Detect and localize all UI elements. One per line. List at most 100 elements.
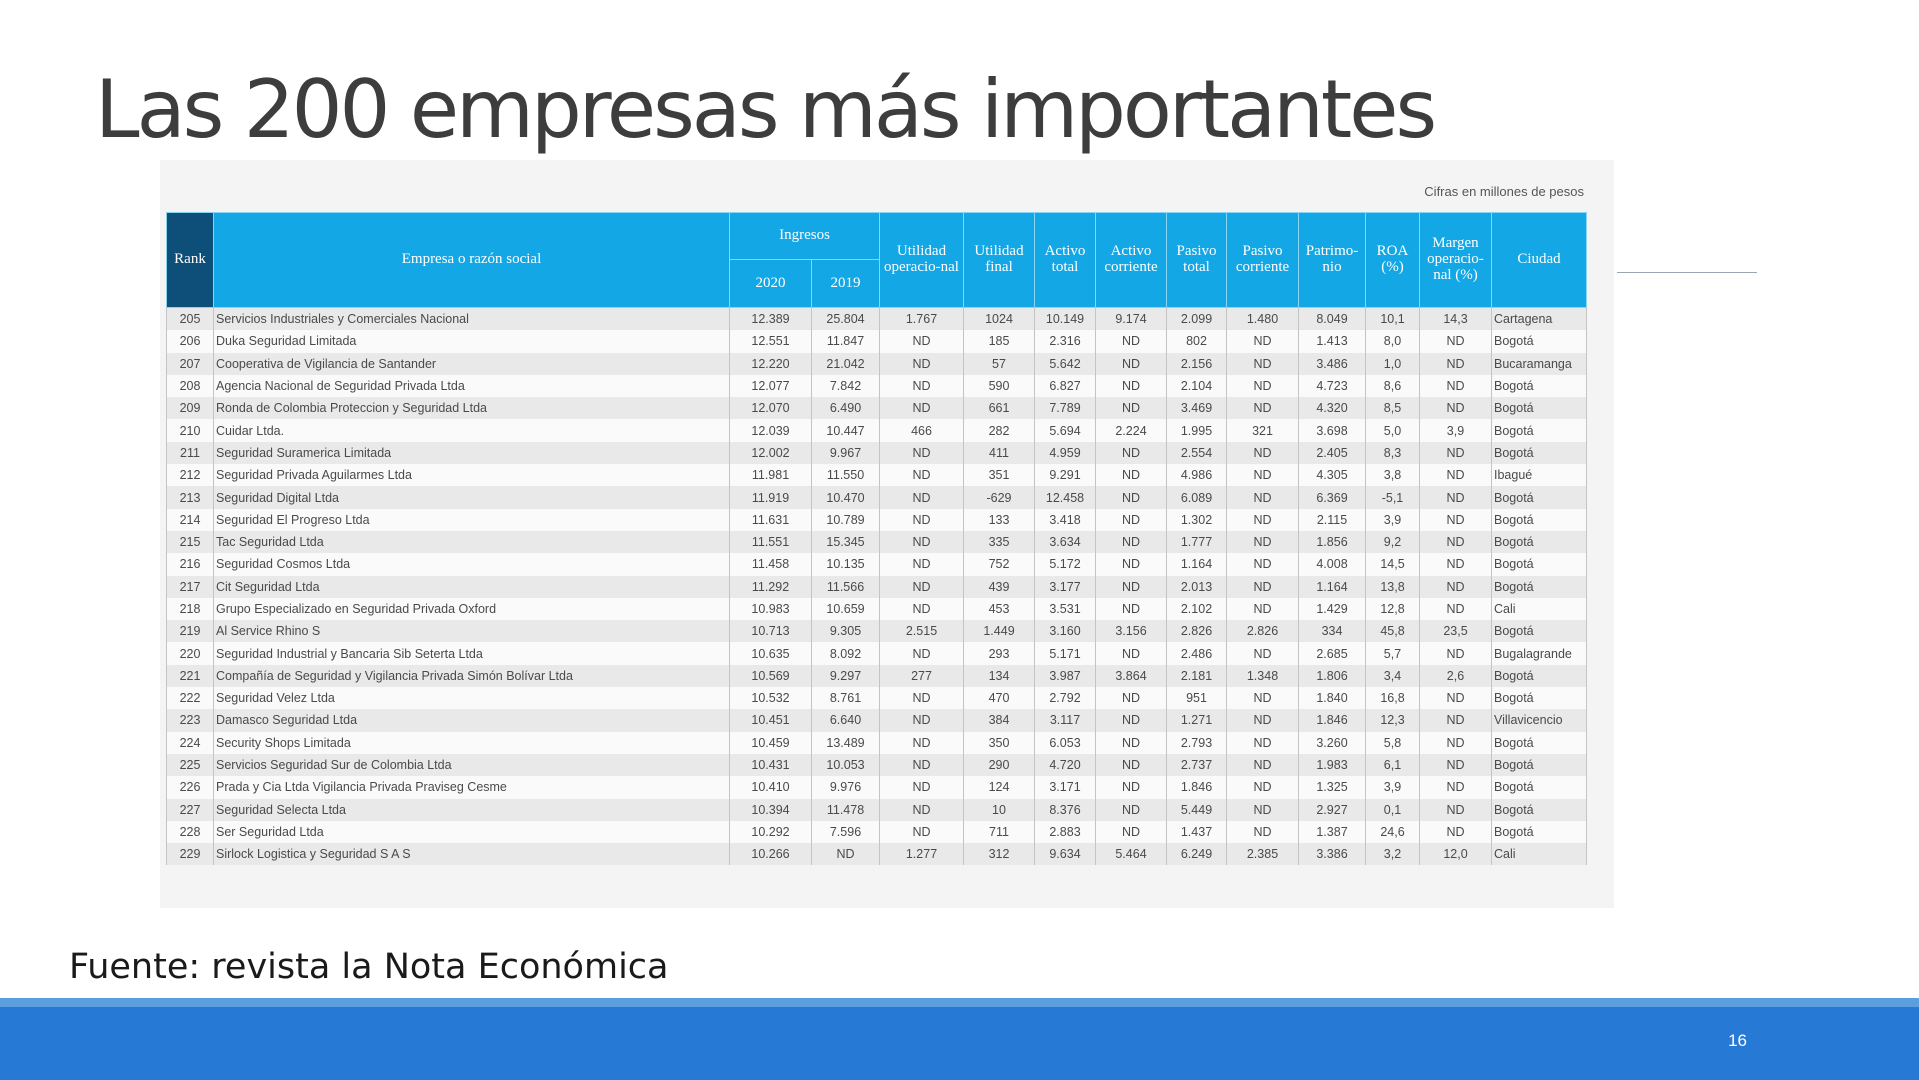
table-cell: 802 bbox=[1166, 330, 1227, 353]
table-cell: Seguridad Selecta Ltda bbox=[213, 798, 730, 821]
table-cell: Security Shops Limitada bbox=[213, 731, 730, 754]
table-cell: 8.761 bbox=[811, 687, 880, 710]
table-cell: 1024 bbox=[963, 307, 1035, 331]
table-cell: 3.864 bbox=[1095, 664, 1167, 688]
table-cell: ND bbox=[879, 597, 964, 621]
table-cell: ND bbox=[1419, 508, 1492, 531]
table-cell: -629 bbox=[963, 486, 1035, 509]
table-cell: 1.348 bbox=[1226, 664, 1299, 688]
table-cell: ND bbox=[1419, 731, 1492, 754]
table-cell: ND bbox=[879, 397, 964, 420]
table-cell: 3.386 bbox=[1298, 843, 1366, 866]
table-cell: 25.804 bbox=[811, 307, 880, 331]
table-cell: Seguridad Industrial y Bancaria Sib Sete… bbox=[213, 642, 730, 665]
table-cell: Bogotá bbox=[1491, 486, 1587, 509]
table-row: 216 Seguridad Cosmos Ltda 11.458 10.135 ND 75… bbox=[166, 553, 1587, 576]
table-cell: Bugalagrande bbox=[1491, 642, 1587, 665]
table-cell: 1.846 bbox=[1166, 776, 1227, 799]
table-cell: Cuidar Ltda. bbox=[213, 419, 730, 442]
table-cell: ND bbox=[1419, 464, 1492, 487]
table-row: 225 Servicios Seguridad Sur de Colombia L… bbox=[166, 753, 1587, 777]
header-current-liabilities: Pasivo corriente bbox=[1226, 212, 1299, 308]
table-row: 211 Seguridad Suramerica Limitada 12.002 9.… bbox=[166, 441, 1587, 465]
table-cell: 11.631 bbox=[729, 508, 812, 531]
table-cell: 1.995 bbox=[1166, 419, 1227, 442]
table-cell: Damasco Seguridad Ltda bbox=[213, 709, 730, 732]
table-cell: ND bbox=[879, 486, 964, 509]
table-cell: 3.156 bbox=[1095, 620, 1167, 643]
header-total-liabilities: Pasivo total bbox=[1166, 212, 1227, 308]
table-cell: ND bbox=[1226, 508, 1299, 531]
table-cell: 207 bbox=[166, 352, 214, 375]
header-equity: Patrimo-nio bbox=[1298, 212, 1366, 308]
table-cell: 4.008 bbox=[1298, 553, 1366, 576]
table-cell: ND bbox=[1419, 753, 1492, 777]
table-cell: 951 bbox=[1166, 687, 1227, 710]
header-year-2020: 2020 bbox=[729, 259, 812, 308]
table-cell: Tac Seguridad Ltda bbox=[213, 530, 730, 554]
table-row: 223 Damasco Seguridad Ltda 10.451 6.640 ND 38… bbox=[166, 709, 1587, 732]
table-cell: Bogotá bbox=[1491, 575, 1587, 598]
table-cell: 10.532 bbox=[729, 687, 812, 710]
table-cell: ND bbox=[811, 843, 880, 866]
table-cell: 11.981 bbox=[729, 464, 812, 487]
table-cell: 11.551 bbox=[729, 530, 812, 554]
table-cell: ND bbox=[1419, 575, 1492, 598]
table-cell: 3,4 bbox=[1365, 664, 1420, 688]
table-row: 215 Tac Seguridad Ltda 11.551 15.345 ND 335 3.… bbox=[166, 530, 1587, 554]
table-cell: 9,2 bbox=[1365, 530, 1420, 554]
table-cell: 8,5 bbox=[1365, 397, 1420, 420]
table-cell: 661 bbox=[963, 397, 1035, 420]
table-cell: ND bbox=[1419, 553, 1492, 576]
table-cell: 8.376 bbox=[1034, 798, 1096, 821]
table-cell: 133 bbox=[963, 508, 1035, 531]
table-cell: ND bbox=[1095, 352, 1167, 375]
table-cell: 12.551 bbox=[729, 330, 812, 353]
table-cell: ND bbox=[1226, 709, 1299, 732]
table-cell: Compañía de Seguridad y Vigilancia Priva… bbox=[213, 664, 730, 688]
table-row: 206 Duka Seguridad Limitada 12.551 11.847 ND… bbox=[166, 330, 1587, 353]
table-cell: Ronda de Colombia Proteccion y Seguridad… bbox=[213, 397, 730, 420]
table-cell: Cooperativa de Vigilancia de Santander bbox=[213, 352, 730, 375]
table-cell: Seguridad Privada Aguilarmes Ltda bbox=[213, 464, 730, 487]
table-cell: 10.292 bbox=[729, 820, 812, 844]
table-cell: 282 bbox=[963, 419, 1035, 442]
table-row: 229 Sirlock Logistica y Seguridad S A S 10… bbox=[166, 843, 1587, 866]
table-cell: 223 bbox=[166, 709, 214, 732]
table-cell: 9.174 bbox=[1095, 307, 1167, 331]
table-cell: 2.385 bbox=[1226, 843, 1299, 866]
table-cell: 5.172 bbox=[1034, 553, 1096, 576]
table-cell: ND bbox=[1226, 530, 1299, 554]
table-cell: 2.099 bbox=[1166, 307, 1227, 331]
table-cell: 225 bbox=[166, 753, 214, 777]
table-cell: 2.181 bbox=[1166, 664, 1227, 688]
table-cell: Servicios Industriales y Comerciales Nac… bbox=[213, 307, 730, 331]
table-cell: 10.266 bbox=[729, 843, 812, 866]
table-cell: 10.983 bbox=[729, 597, 812, 621]
table-cell: 3.634 bbox=[1034, 530, 1096, 554]
table-cell: ND bbox=[1095, 709, 1167, 732]
table-cell: 220 bbox=[166, 642, 214, 665]
table-cell: 439 bbox=[963, 575, 1035, 598]
table-cell: 6.249 bbox=[1166, 843, 1227, 866]
table-row: 208 Agencia Nacional de Seguridad Privada… bbox=[166, 374, 1587, 398]
footer-bar: 16 bbox=[0, 1007, 1919, 1080]
table-cell: 14,3 bbox=[1419, 307, 1492, 331]
table-cell: 3.418 bbox=[1034, 508, 1096, 531]
table-cell: ND bbox=[1419, 642, 1492, 665]
header-city: Ciudad bbox=[1491, 212, 1587, 308]
table-row: 222 Seguridad Velez Ltda 10.532 8.761 ND 470 2… bbox=[166, 687, 1587, 710]
table-row: 213 Seguridad Digital Ltda 11.919 10.470 ND -… bbox=[166, 486, 1587, 509]
table-cell: 2.224 bbox=[1095, 419, 1167, 442]
table-cell: ND bbox=[879, 776, 964, 799]
table-cell: 350 bbox=[963, 731, 1035, 754]
table-cell: 9.976 bbox=[811, 776, 880, 799]
table-cell: Bogotá bbox=[1491, 330, 1587, 353]
table-row: 226 Prada y Cia Ltda Vigilancia Privada P… bbox=[166, 776, 1587, 799]
table-cell: 7.842 bbox=[811, 374, 880, 398]
table-cell: 4.305 bbox=[1298, 464, 1366, 487]
table-cell: 57 bbox=[963, 352, 1035, 375]
table-cell: 1.271 bbox=[1166, 709, 1227, 732]
table-cell: ND bbox=[1095, 687, 1167, 710]
table-cell: 411 bbox=[963, 441, 1035, 465]
